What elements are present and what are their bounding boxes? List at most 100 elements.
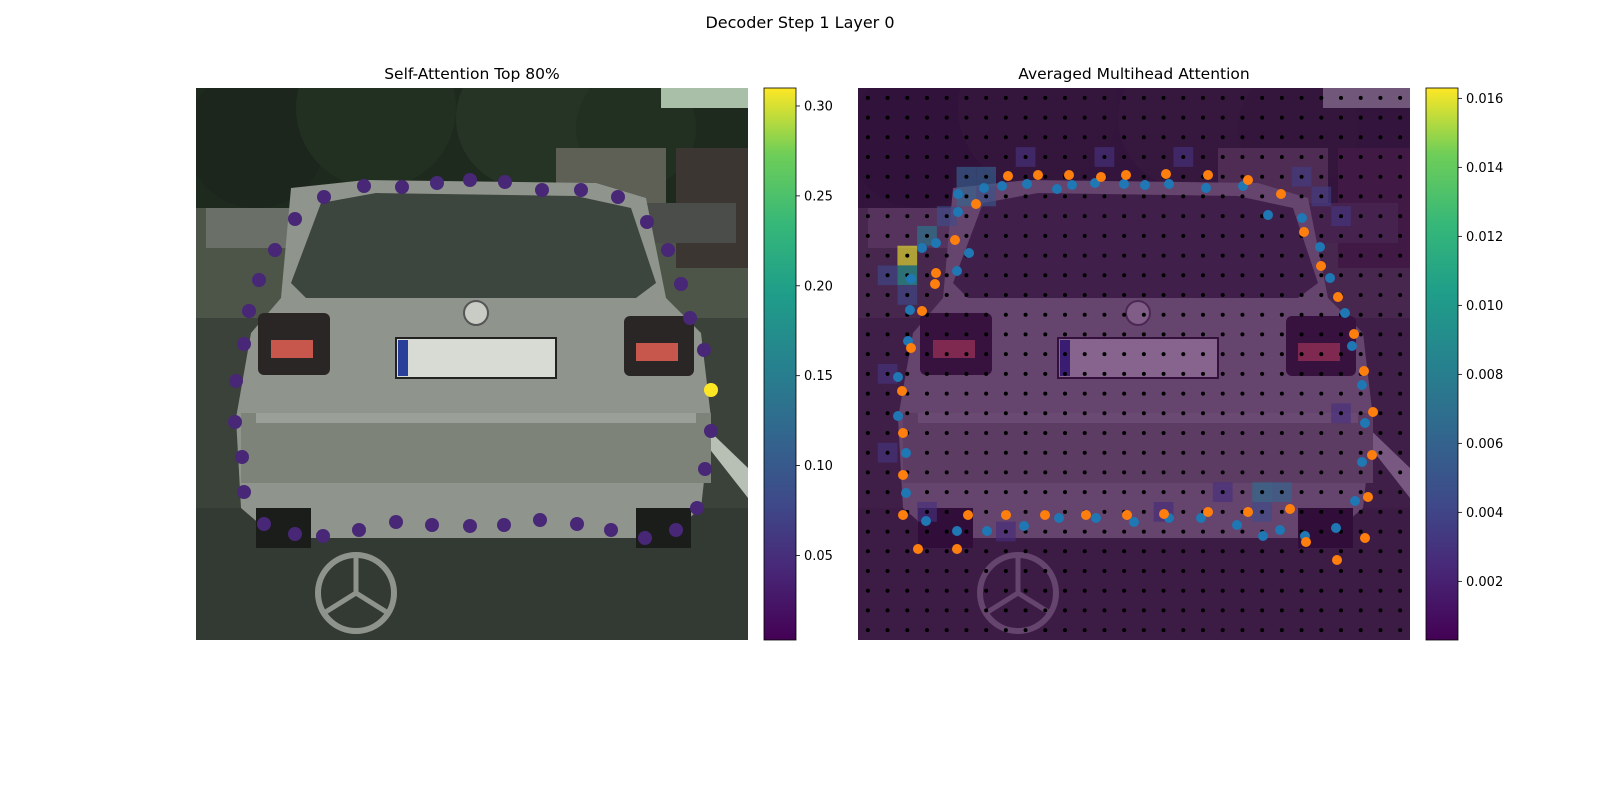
grid-dot	[1161, 293, 1166, 297]
reference-point	[905, 305, 915, 315]
grid-dot	[1279, 608, 1284, 613]
grid-dot	[1398, 450, 1403, 455]
grid-dot	[1043, 95, 1048, 100]
grid-dot	[1339, 115, 1343, 120]
grid-dot	[885, 391, 890, 396]
attention-point	[683, 311, 697, 325]
grid-dot	[1082, 253, 1087, 258]
grid-dot	[1201, 450, 1205, 455]
grid-dot	[1279, 450, 1284, 455]
grid-dot	[1082, 312, 1087, 317]
grid-dot	[905, 628, 910, 633]
grid-dot	[1181, 411, 1186, 416]
grid-dot	[1358, 490, 1363, 495]
grid-dot	[1358, 293, 1363, 297]
attention-point	[640, 215, 654, 229]
attention-point	[704, 424, 718, 438]
grid-dot	[865, 233, 870, 238]
grid-dot	[1319, 431, 1324, 435]
grid-dot	[1398, 628, 1403, 633]
colorbar-tick-label: 0.014	[1466, 161, 1503, 176]
grid-dot	[1299, 312, 1304, 317]
grid-dot	[1339, 273, 1343, 278]
grid-dot	[1102, 569, 1107, 573]
grid-dot	[984, 352, 989, 357]
grid-dot	[1260, 628, 1265, 633]
sampling-point	[930, 279, 940, 289]
grid-dot	[1181, 214, 1186, 219]
grid-dot	[1063, 411, 1067, 416]
sampling-point	[897, 386, 907, 396]
grid-dot	[1161, 371, 1166, 376]
grid-dot	[905, 115, 910, 120]
grid-dot	[1003, 608, 1008, 613]
attention-point	[317, 190, 331, 204]
grid-dot	[1358, 174, 1363, 179]
grid-dot	[1260, 155, 1265, 159]
grid-dot	[1003, 312, 1008, 317]
grid-dot	[1181, 588, 1186, 593]
sampling-point	[1359, 366, 1369, 376]
attention-point	[389, 515, 403, 529]
sampling-point	[1243, 175, 1253, 185]
grid-dot	[1220, 115, 1225, 120]
grid-dot	[1339, 509, 1343, 514]
grid-dot	[1161, 549, 1166, 554]
grid-dot	[1141, 371, 1146, 376]
grid-dot	[885, 214, 890, 219]
grid-dot	[944, 214, 949, 219]
grid-dot	[1299, 509, 1304, 514]
grid-dot	[1023, 214, 1028, 219]
grid-dot	[1063, 273, 1067, 278]
grid-dot	[1339, 588, 1343, 593]
reference-point	[1357, 457, 1367, 467]
grid-dot	[944, 588, 949, 593]
self-attention-panel	[186, 28, 751, 640]
grid-dot	[1220, 253, 1225, 258]
grid-dot	[1003, 293, 1008, 297]
grid-dot	[1161, 135, 1166, 140]
heatmap-base-overlay	[858, 88, 1410, 640]
grid-dot	[1122, 253, 1127, 258]
attention-point	[535, 183, 549, 197]
grid-dot	[1082, 391, 1087, 396]
grid-dot	[1220, 450, 1225, 455]
sampling-point	[1316, 261, 1326, 271]
grid-dot	[964, 312, 969, 317]
attention-point	[357, 179, 371, 193]
grid-dot	[1220, 529, 1225, 534]
grid-dot	[905, 194, 910, 199]
grid-dot	[1023, 155, 1028, 159]
grid-dot	[1201, 470, 1205, 475]
colorbar-tick-label: 0.10	[804, 459, 833, 474]
grid-dot	[1043, 332, 1048, 337]
grid-dot	[1339, 155, 1343, 159]
grid-dot	[1023, 608, 1028, 613]
grid-dot	[1063, 371, 1067, 376]
grid-dot	[1378, 214, 1383, 219]
grid-dot	[944, 115, 949, 120]
grid-dot	[1358, 608, 1363, 613]
grid-dot	[1220, 95, 1225, 100]
grid-dot	[964, 588, 969, 593]
colorbar-tick-label: 0.002	[1466, 575, 1503, 590]
grid-dot	[964, 293, 969, 297]
grid-dot	[1102, 312, 1107, 317]
grid-dot	[1043, 253, 1048, 258]
grid-dot	[1279, 174, 1284, 179]
grid-dot	[905, 529, 910, 534]
grid-dot	[1339, 431, 1343, 435]
grid-dot	[1378, 233, 1383, 238]
grid-dot	[1299, 431, 1304, 435]
grid-dot	[1358, 352, 1363, 357]
sampling-point	[917, 306, 927, 316]
grid-dot	[1122, 411, 1127, 416]
grid-dot	[1279, 95, 1284, 100]
grid-dot	[1319, 135, 1324, 140]
grid-dot	[925, 371, 929, 376]
grid-dot	[1319, 233, 1324, 238]
colorbar-tick-label: 0.05	[804, 549, 833, 564]
colorbar-tick-label: 0.15	[804, 369, 833, 384]
grid-dot	[865, 391, 870, 396]
grid-dot	[1043, 194, 1048, 199]
